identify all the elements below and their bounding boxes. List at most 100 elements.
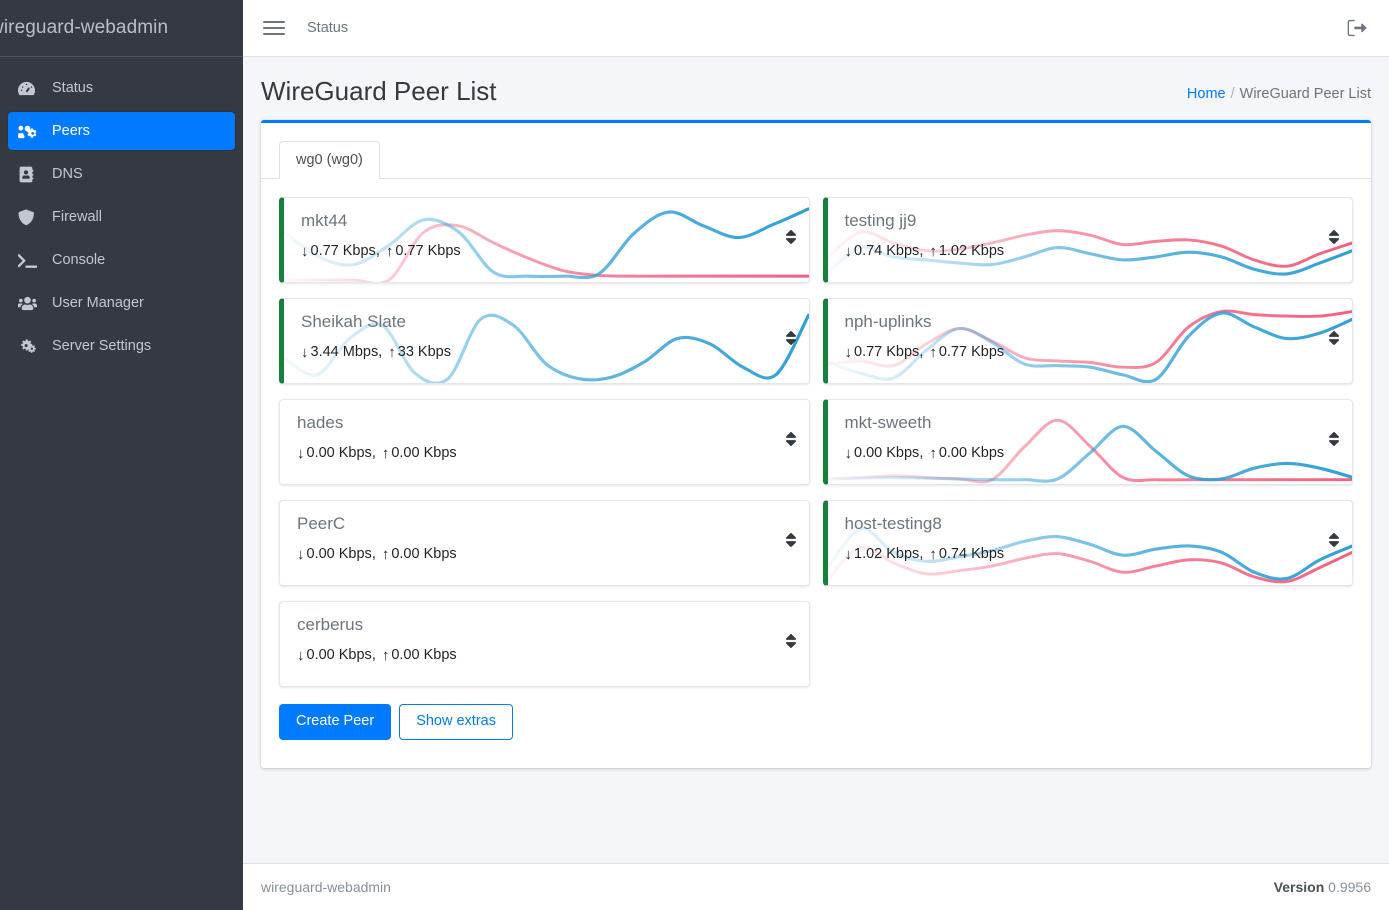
upload-arrow-icon: ↑ (381, 444, 390, 462)
sidebar-item-status[interactable]: Status (8, 69, 235, 107)
sort-icon[interactable] (1328, 531, 1340, 549)
hamburger-icon[interactable] (263, 17, 285, 39)
peer-card[interactable]: Sheikah Slate ↓ 3.44 Mbps, ↑ 33 Kbps (279, 298, 810, 385)
sidebar-item-peers[interactable]: Peers (8, 112, 235, 150)
download-arrow-icon: ↓ (844, 343, 853, 361)
shield-icon (18, 208, 44, 226)
download-rate: 0.77 Kbps (854, 344, 920, 361)
action-button-row: Create Peer Show extras (261, 702, 1371, 741)
breadcrumb-home-link[interactable]: Home (1186, 86, 1226, 102)
download-rate: 0.00 Kbps (306, 445, 372, 462)
sort-icon[interactable] (785, 632, 797, 650)
peer-card[interactable]: nph-uplinks ↓ 0.77 Kbps, ↑ 0.77 Kbps (822, 298, 1353, 385)
upload-rate: 0.77 Kbps (938, 344, 1005, 361)
download-arrow-icon: ↓ (844, 545, 853, 563)
sort-icon[interactable] (1328, 228, 1340, 246)
peer-throughput: ↓ 0.00 Kbps, ↑ 0.00 Kbps (297, 445, 793, 462)
address-book-icon (18, 165, 44, 183)
peer-card[interactable]: testing jj9 ↓ 0.74 Kbps, ↑ 1.02 Kbps (822, 197, 1353, 284)
sidebar-item-label: Status (52, 79, 94, 96)
peer-card-body: hades ↓ 0.00 Kbps, ↑ 0.00 Kbps (280, 400, 809, 462)
terminal-icon (18, 251, 44, 269)
sidebar-item-label: DNS (52, 165, 83, 182)
breadcrumb: Home / WireGuard Peer List (1187, 76, 1371, 102)
download-arrow-icon: ↓ (301, 343, 309, 361)
sign-out-icon[interactable] (1347, 18, 1367, 38)
sidebar-item-label: Firewall (52, 208, 102, 225)
sort-icon[interactable] (785, 228, 797, 246)
download-rate: 3.44 Mbps (310, 344, 379, 361)
peer-card-body: testing jj9 ↓ 0.74 Kbps, ↑ 1.02 Kbps (828, 198, 1353, 260)
peer-name: testing jj9 (844, 211, 917, 231)
sidebar-item-firewall[interactable]: Firewall (8, 198, 235, 236)
cogs-icon (18, 337, 44, 355)
sidebar-item-dns[interactable]: DNS (8, 155, 235, 193)
peer-card-body: nph-uplinks ↓ 0.77 Kbps, ↑ 0.77 Kbps (828, 299, 1353, 361)
sidebar-nav: Status Peers DNS Firewall Console User Manage… (0, 61, 243, 365)
sort-icon[interactable] (1328, 329, 1340, 347)
download-rate: 0.00 Kbps (306, 647, 372, 664)
navbar-status-link[interactable]: Status (307, 20, 349, 36)
peer-card[interactable]: hades ↓ 0.00 Kbps, ↑ 0.00 Kbps (279, 399, 810, 486)
footer-brand: wireguard-webadmin (261, 879, 391, 895)
peer-card[interactable]: mkt44 ↓ 0.77 Kbps, ↑ 0.77 Kbps (279, 197, 810, 284)
sidebar-item-server-settings[interactable]: Server Settings (8, 327, 235, 365)
brand-title: wireguard-webadmin (0, 17, 169, 38)
create-peer-button[interactable]: Create Peer (279, 704, 392, 741)
peer-name: hades (297, 413, 344, 433)
peer-card-body: Sheikah Slate ↓ 3.44 Mbps, ↑ 33 Kbps (284, 299, 809, 361)
stats-separator: , (378, 344, 383, 361)
upload-rate: 0.00 Kbps (938, 445, 1005, 462)
main-column: Status WireGuard Peer List Home / WireGuar… (243, 0, 1389, 910)
peer-throughput: ↓ 0.00 Kbps, ↑ 0.00 Kbps (845, 445, 1337, 462)
peer-card-body: PeerC ↓ 0.00 Kbps, ↑ 0.00 Kbps (280, 501, 809, 563)
peer-throughput: ↓ 0.00 Kbps, ↑ 0.00 Kbps (297, 647, 793, 664)
breadcrumb-separator: / (1230, 86, 1235, 102)
peer-card-body: cerberus ↓ 0.00 Kbps, ↑ 0.00 Kbps (280, 602, 809, 664)
peer-card[interactable]: mkt-sweeth ↓ 0.00 Kbps, ↑ 0.00 Kbps (822, 399, 1353, 486)
peer-name: cerberus (297, 615, 364, 635)
footer-version-label: Version (1273, 879, 1325, 895)
peer-throughput: ↓ 0.77 Kbps, ↑ 0.77 Kbps (845, 344, 1337, 361)
stats-separator: , (919, 445, 924, 462)
download-rate: 0.00 Kbps (854, 445, 920, 462)
show-extras-button[interactable]: Show extras (399, 704, 513, 741)
stats-separator: , (919, 243, 924, 260)
sort-icon[interactable] (785, 531, 797, 549)
upload-arrow-icon: ↑ (388, 343, 396, 361)
stats-separator: , (375, 243, 380, 260)
download-rate: 0.77 Kbps (310, 243, 376, 260)
sort-icon[interactable] (785, 329, 797, 347)
sidebar-item-console[interactable]: Console (8, 241, 235, 279)
upload-rate: 0.00 Kbps (391, 546, 457, 563)
users-cog-icon (18, 122, 44, 140)
upload-rate: 0.74 Kbps (938, 546, 1005, 563)
peer-card[interactable]: cerberus ↓ 0.00 Kbps, ↑ 0.00 Kbps (279, 601, 810, 688)
download-rate: 0.00 Kbps (306, 546, 372, 563)
sort-icon[interactable] (785, 430, 797, 448)
peer-throughput: ↓ 1.02 Kbps, ↑ 0.74 Kbps (845, 546, 1337, 563)
peer-card[interactable]: host-testing8 ↓ 1.02 Kbps, ↑ 0.74 Kbps (822, 500, 1353, 587)
peer-throughput: ↓ 3.44 Mbps, ↑ 33 Kbps (301, 344, 793, 361)
footer: wireguard-webadmin Version 0.9956 (243, 863, 1389, 910)
download-rate: 0.74 Kbps (854, 243, 920, 260)
sort-icon[interactable] (1328, 430, 1340, 448)
upload-rate: 33 Kbps (397, 344, 451, 361)
brand[interactable]: wireguard-webadmin (0, 0, 243, 57)
interface-tabs: wg0 (wg0) (261, 123, 1371, 180)
peer-list-card: wg0 (wg0) mkt44 ↓ 0.77 Kbps, ↑ 0.77 Kbps Shei… (261, 120, 1371, 769)
sidebar-item-user-manager[interactable]: User Manager (8, 284, 235, 322)
peer-column-left: mkt44 ↓ 0.77 Kbps, ↑ 0.77 Kbps Sheikah Slate ↓… (279, 197, 810, 702)
peer-card-body: mkt44 ↓ 0.77 Kbps, ↑ 0.77 Kbps (284, 198, 809, 260)
download-arrow-icon: ↓ (844, 242, 853, 260)
upload-rate: 1.02 Kbps (938, 243, 1005, 260)
peer-card[interactable]: PeerC ↓ 0.00 Kbps, ↑ 0.00 Kbps (279, 500, 810, 587)
sidebar-item-label: User Manager (52, 294, 144, 311)
content-header: WireGuard Peer List Home / WireGuard Peer … (243, 57, 1389, 120)
peer-name: nph-uplinks (844, 312, 932, 332)
upload-arrow-icon: ↑ (385, 242, 394, 260)
upload-arrow-icon: ↑ (929, 343, 937, 361)
peer-throughput: ↓ 0.77 Kbps, ↑ 0.77 Kbps (301, 243, 793, 260)
stats-separator: , (919, 546, 924, 563)
tab-wg0[interactable]: wg0 (wg0) (279, 141, 380, 180)
